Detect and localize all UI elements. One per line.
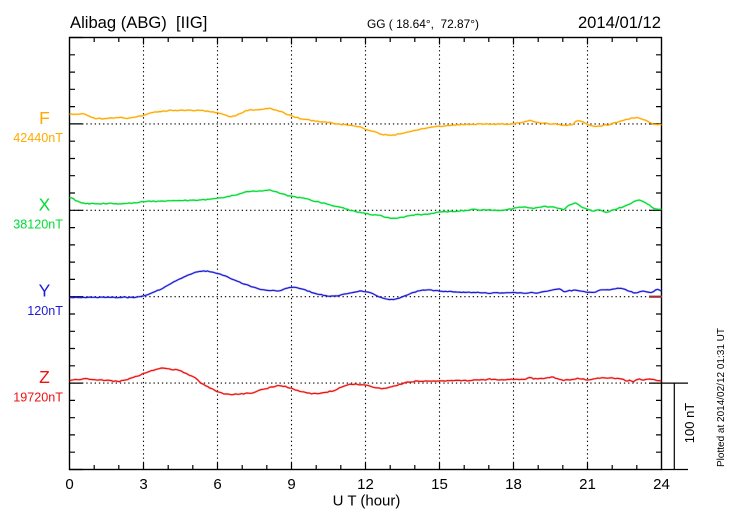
svg-text:9: 9	[287, 476, 295, 493]
svg-text:Y: Y	[39, 281, 51, 301]
svg-text:Plotted at 2014/02/12 01:31 UT: Plotted at 2014/02/12 01:31 UT	[716, 328, 727, 467]
svg-text:100 nT: 100 nT	[682, 403, 697, 444]
svg-text:18: 18	[505, 476, 522, 493]
svg-text:12: 12	[357, 476, 374, 493]
svg-text:15: 15	[431, 476, 448, 493]
svg-text:2014/01/12: 2014/01/12	[578, 13, 661, 32]
svg-text:6: 6	[213, 476, 221, 493]
svg-text:3: 3	[139, 476, 147, 493]
svg-text:21: 21	[579, 476, 596, 493]
svg-text:X: X	[39, 194, 51, 214]
svg-text:38120nT: 38120nT	[13, 218, 63, 232]
svg-text:0: 0	[65, 476, 73, 493]
svg-text:120nT: 120nT	[27, 304, 63, 318]
svg-text:19720nT: 19720nT	[13, 390, 63, 404]
svg-text:F: F	[39, 108, 50, 128]
svg-text:24: 24	[653, 476, 670, 493]
svg-text:Z: Z	[39, 367, 50, 387]
svg-text:42440nT: 42440nT	[13, 131, 63, 145]
svg-text:GG ( 18.64°, 72.87°): GG ( 18.64°, 72.87°)	[367, 17, 479, 31]
svg-text:U T (hour): U T (hour)	[333, 493, 401, 510]
svg-text:Alibag (ABG) [IIG]: Alibag (ABG) [IIG]	[70, 13, 207, 32]
